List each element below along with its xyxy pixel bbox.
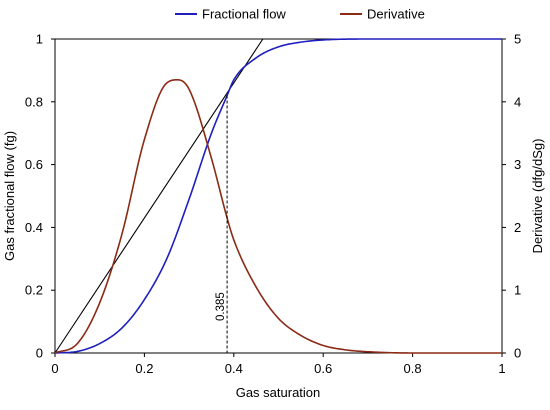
x-tick-label: 0.6 bbox=[314, 361, 332, 376]
fractional-flow-line bbox=[54, 38, 502, 354]
plot-frame bbox=[54, 38, 503, 354]
annotation-layer: 0.385 bbox=[215, 95, 228, 353]
y-right-tick-label: 0 bbox=[514, 346, 521, 361]
y-left-tick-label: 0.6 bbox=[25, 157, 43, 172]
x-axis-label: Gas saturation bbox=[236, 385, 321, 400]
y-left-tick-label: 0.8 bbox=[25, 94, 43, 109]
y-axis-left-label: Gas fractional flow (fg) bbox=[2, 131, 17, 261]
series-layer bbox=[54, 38, 502, 354]
y-right-tick-label: 5 bbox=[514, 32, 521, 47]
annotation-label: 0.385 bbox=[215, 292, 227, 321]
y-left-tick-label: 0.2 bbox=[25, 283, 43, 298]
y-right-tick-label: 1 bbox=[514, 283, 521, 298]
y-axis-right-label: Derivative (dfg/dSg) bbox=[530, 139, 545, 254]
x-tick-label: 0.2 bbox=[135, 361, 153, 376]
x-tick-label: 0.4 bbox=[225, 361, 243, 376]
derivative-line bbox=[54, 79, 502, 354]
legend: Fractional flow Derivative bbox=[175, 7, 425, 22]
x-tick-label: 1 bbox=[498, 361, 505, 376]
y-right-tick-label: 2 bbox=[514, 220, 521, 235]
y-right-tick-label: 4 bbox=[514, 94, 521, 109]
x-tick-label: 0.8 bbox=[404, 361, 422, 376]
y-left-tick-label: 0 bbox=[36, 346, 43, 361]
legend-label: Derivative bbox=[367, 7, 425, 22]
legend-label: Fractional flow bbox=[202, 7, 286, 22]
y-right-tick-label: 3 bbox=[514, 157, 521, 172]
y-left-tick-label: 0.4 bbox=[25, 220, 43, 235]
x-tick-label: 0 bbox=[51, 361, 58, 376]
y-left-tick-label: 1 bbox=[36, 32, 43, 47]
